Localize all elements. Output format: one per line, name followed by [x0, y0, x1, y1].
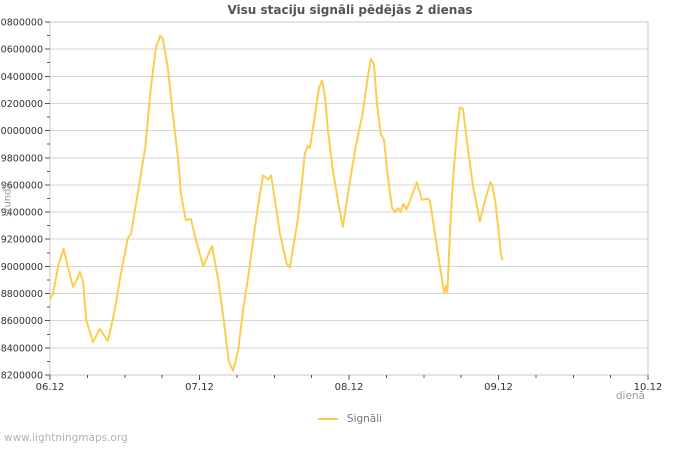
svg-text:07.12: 07.12 — [185, 382, 214, 393]
svg-text:8200000: 8200000 — [1, 371, 43, 382]
svg-text:9800000: 9800000 — [1, 153, 43, 164]
svg-text:10600000: 10600000 — [0, 45, 43, 56]
svg-text:10400000: 10400000 — [0, 72, 43, 83]
svg-text:10.12: 10.12 — [634, 382, 663, 393]
svg-text:8400000: 8400000 — [1, 343, 43, 354]
svg-text:8600000: 8600000 — [1, 316, 43, 327]
svg-text:9600000: 9600000 — [1, 180, 43, 191]
svg-text:10800000: 10800000 — [0, 18, 43, 29]
chart-legend: Signāli — [0, 413, 700, 425]
svg-text:9000000: 9000000 — [1, 262, 43, 273]
svg-text:9200000: 9200000 — [1, 235, 43, 246]
svg-text:06.12: 06.12 — [36, 382, 65, 393]
watermark-text: www.lightningmaps.org — [4, 432, 128, 444]
y-axis-unit-label: stundā — [2, 182, 14, 217]
svg-text:9400000: 9400000 — [1, 208, 43, 219]
x-axis-unit-label: dienā — [615, 390, 645, 402]
legend-series-label: Signāli — [346, 413, 383, 425]
legend-line-swatch — [317, 418, 338, 420]
svg-text:08.12: 08.12 — [335, 382, 364, 393]
svg-text:10000000: 10000000 — [0, 126, 43, 137]
chart-title: Visu staciju signāli pēdējās 2 dienas — [227, 3, 473, 17]
svg-text:09.12: 09.12 — [484, 382, 513, 393]
svg-text:8800000: 8800000 — [1, 289, 43, 300]
svg-text:10200000: 10200000 — [0, 99, 43, 110]
